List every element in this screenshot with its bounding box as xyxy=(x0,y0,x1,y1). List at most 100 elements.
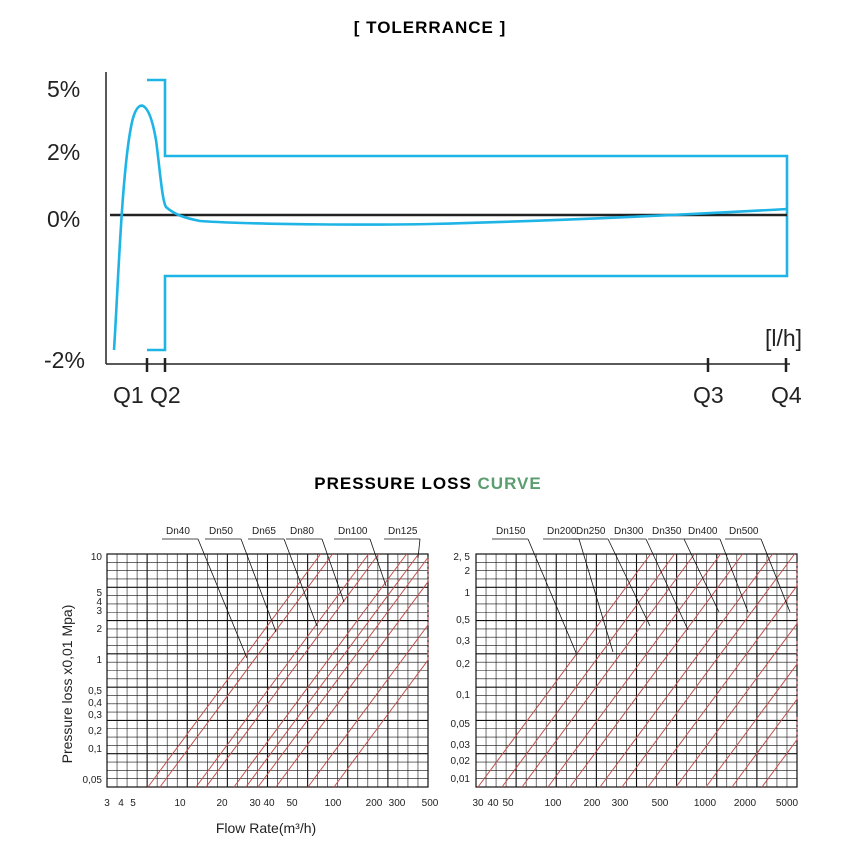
pressure-xlabel: Flow Rate(m³/h) xyxy=(216,820,316,836)
ytick-2pct: 2% xyxy=(47,139,80,165)
left-xtick: 500 xyxy=(422,798,439,809)
right-ytick: 0,5 xyxy=(456,615,470,626)
pressure-title-accent: CURVE xyxy=(478,474,542,493)
left-ytick: 1 xyxy=(96,655,102,666)
right-xtick: 100 xyxy=(545,798,562,809)
right-dn-line xyxy=(547,553,721,788)
left-ytick: 0,4 xyxy=(88,698,102,709)
left-xtick: 4 xyxy=(118,798,124,809)
left-ytick: 10 xyxy=(91,552,103,563)
left-dn-leader xyxy=(321,538,345,603)
right-xtick: 2000 xyxy=(734,798,757,809)
left-dn-label: Dn100 xyxy=(338,526,368,537)
error-curve xyxy=(112,104,788,351)
left-dn-line xyxy=(195,553,369,788)
right-dn-leader xyxy=(607,538,651,627)
left-dn-leader xyxy=(283,538,318,627)
right-dn-line xyxy=(647,585,798,788)
left-dn-line xyxy=(205,553,379,788)
right-dn-line xyxy=(705,663,798,788)
right-dn-label: Dn300 xyxy=(614,526,644,537)
left-ytick: 5 xyxy=(96,588,102,599)
right-ytick: 2 xyxy=(464,566,470,577)
left-ytick: 0,1 xyxy=(88,744,102,755)
right-dn-label: Dn150 xyxy=(496,526,526,537)
right-dn-label: Dn400 xyxy=(688,526,718,537)
left-xtick: 100 xyxy=(325,798,342,809)
right-xtick: 500 xyxy=(652,798,669,809)
right-dn-line xyxy=(675,623,798,788)
right-dn-label: Dn500 xyxy=(729,526,759,537)
left-dn-leader xyxy=(240,538,277,633)
right-dn-line xyxy=(731,698,798,788)
right-xtick: 50 xyxy=(502,798,514,809)
left-ytick: 0,3 xyxy=(88,710,102,721)
left-dn-line xyxy=(333,659,429,788)
left-dn-line xyxy=(159,553,333,788)
right-dn-line xyxy=(599,553,773,788)
left-dn-label: Dn40 xyxy=(166,526,190,537)
left-dn-leader xyxy=(369,538,387,587)
pressure-ylabel: Pressure loss x0,01 Mpa) xyxy=(59,605,75,764)
right-ytick: 0,2 xyxy=(456,659,470,670)
label-q1: Q1 xyxy=(113,382,144,408)
right-ytick: 0,05 xyxy=(451,719,471,730)
left-xtick: 30 xyxy=(249,798,261,809)
right-dn-label: Dn350 xyxy=(652,526,682,537)
ytick-5pct: 5% xyxy=(47,76,80,102)
right-dn-leader xyxy=(683,538,720,613)
left-ytick: 4 xyxy=(96,597,102,608)
right-dn-leader xyxy=(645,538,689,631)
right-dn-line xyxy=(569,553,743,788)
ytick-0pct: 0% xyxy=(47,206,80,232)
right-dn-line xyxy=(761,739,798,788)
left-dn-line xyxy=(275,581,429,788)
left-dn-leader xyxy=(197,538,248,659)
left-dn-line xyxy=(147,553,321,788)
right-xtick: 300 xyxy=(612,798,629,809)
label-q4: Q4 xyxy=(771,382,802,408)
right-dn-label: Dn250 xyxy=(576,526,606,537)
right-dn-line xyxy=(501,553,675,788)
right-dn-label: Dn200 xyxy=(547,526,577,537)
label-q3: Q3 xyxy=(693,382,724,408)
left-pressure-lines xyxy=(147,553,429,788)
left-dn-line xyxy=(245,553,419,788)
right-xtick: 40 xyxy=(487,798,499,809)
right-pressure-lines xyxy=(477,553,798,788)
left-pressure-grid xyxy=(106,553,429,788)
left-ytick: 3 xyxy=(96,606,102,617)
right-xtick: 200 xyxy=(584,798,601,809)
unit-label: [l/h] xyxy=(765,325,802,351)
right-dn-line xyxy=(621,553,795,788)
left-ytick: 0,2 xyxy=(88,726,102,737)
tolerance-title: [ TOLERRANCE ] xyxy=(354,18,507,37)
right-dn-leader xyxy=(760,538,791,613)
left-dn-leader xyxy=(417,538,421,559)
right-ytick: 0,1 xyxy=(456,690,470,701)
pressure-title-main: PRESSURE LOSS xyxy=(314,474,477,493)
ytick-minus2pct: -2% xyxy=(44,347,85,373)
left-dn-line xyxy=(307,624,429,788)
left-dn-line xyxy=(257,557,429,788)
right-pressure-grid xyxy=(475,553,798,788)
right-dn-line xyxy=(477,553,651,788)
pressure-title: PRESSURE LOSS CURVE xyxy=(314,474,541,493)
label-q2: Q2 xyxy=(150,382,181,408)
left-ytick: 0,05 xyxy=(83,775,103,786)
left-xtick: 40 xyxy=(263,798,275,809)
right-ytick: 1 xyxy=(464,588,470,599)
right-ytick: 0,3 xyxy=(456,636,470,647)
left-dn-label: Dn80 xyxy=(290,526,314,537)
left-xtick: 300 xyxy=(389,798,406,809)
right-xtick: 30 xyxy=(472,798,484,809)
left-xtick: 10 xyxy=(174,798,186,809)
left-xtick: 3 xyxy=(104,798,110,809)
right-dn-leader xyxy=(578,538,614,653)
left-xtick: 5 xyxy=(130,798,136,809)
left-ytick: 2 xyxy=(96,624,102,635)
right-xtick: 5000 xyxy=(776,798,799,809)
left-xtick: 20 xyxy=(216,798,228,809)
